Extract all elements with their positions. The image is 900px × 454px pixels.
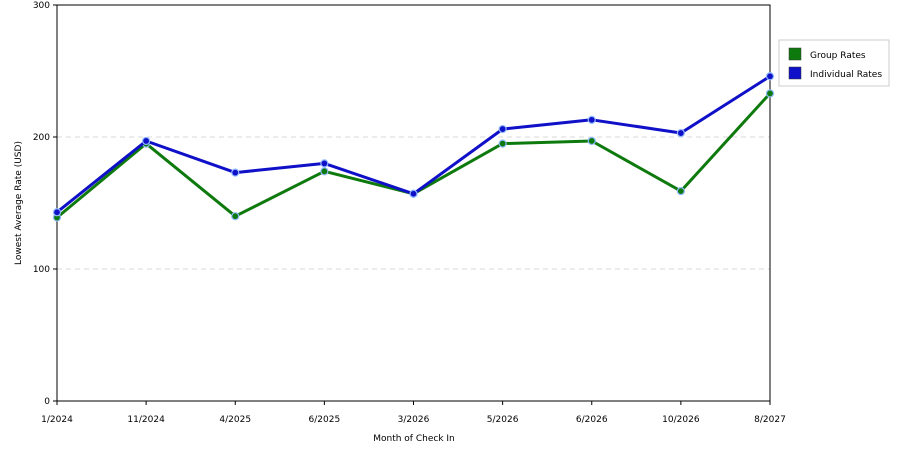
y-tick-label: 200 [33, 133, 50, 143]
data-point-individual-rates [320, 159, 329, 168]
data-point-individual-rates [52, 208, 62, 217]
data-point-individual-rates [231, 168, 240, 177]
x-tick-label: 6/2026 [576, 415, 608, 425]
data-point-individual-rates [142, 136, 151, 146]
data-point-individual-rates [587, 115, 596, 124]
series-line-group-rates [56, 92, 772, 219]
legend-label-group-rates: Group Rates [810, 51, 866, 61]
x-tick-label: 1/2024 [41, 415, 73, 425]
data-point-individual-rates [676, 128, 685, 138]
data-point-group-rates [498, 139, 507, 148]
data-point-individual-rates [765, 72, 775, 81]
legend-swatch-group-rates [788, 47, 802, 61]
x-tick-label: 6/2025 [309, 415, 341, 425]
axes [53, 4, 771, 405]
tick-labels: 0 100 200 300 1/2024 11/2024 4/2025 6/2025 3/202… [33, 1, 786, 425]
y-tick-label: 0 [44, 397, 50, 407]
x-tick-label: 10/2026 [662, 415, 700, 425]
x-tick-label: 3/2026 [398, 415, 430, 425]
series-layer [52, 72, 775, 222]
x-tick-label: 8/2027 [754, 415, 786, 425]
data-point-group-rates [676, 187, 685, 196]
gridlines [57, 136, 770, 270]
legend-swatch-individual-rates [788, 66, 802, 80]
y-tick-label: 300 [33, 1, 50, 11]
x-tick-label: 5/2026 [487, 415, 519, 425]
legend-label-individual-rates: Individual Rates [810, 70, 882, 80]
y-tick-label: 100 [33, 265, 50, 275]
data-point-group-rates [320, 167, 329, 176]
data-point-group-rates [765, 89, 775, 98]
data-point-group-rates [587, 136, 596, 146]
x-tick-label: 4/2025 [219, 415, 251, 425]
data-point-group-rates [231, 212, 240, 221]
data-point-individual-rates [409, 189, 418, 198]
legend: Group Rates Individual Rates [778, 39, 890, 87]
y-axis-title: Lowest Average Rate (USD) [14, 141, 24, 265]
data-point-individual-rates [498, 124, 507, 134]
x-tick-label: 11/2024 [127, 415, 165, 425]
x-axis-title: Month of Check In [373, 434, 455, 444]
plot-frame [56, 4, 771, 402]
